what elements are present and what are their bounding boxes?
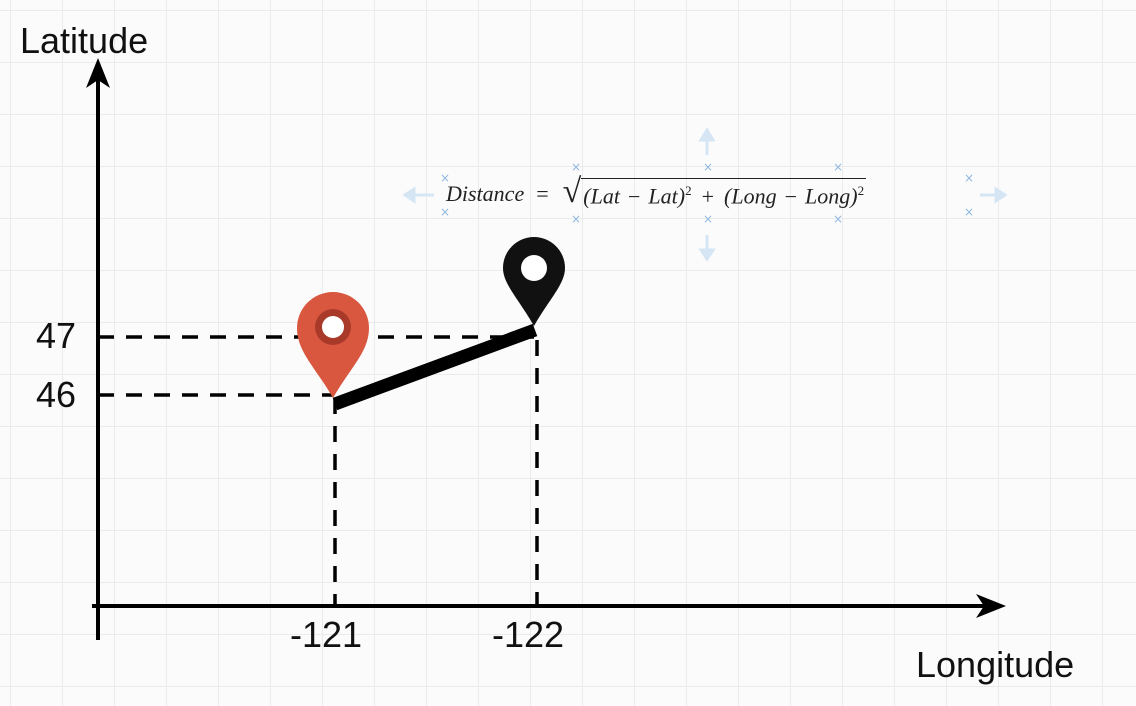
formula-plus: + bbox=[701, 183, 715, 209]
sqrt-icon: √ bbox=[562, 173, 582, 210]
formula-term: Long) bbox=[805, 183, 858, 209]
formula-minus: − bbox=[627, 183, 641, 209]
selection-handle[interactable]: × bbox=[964, 171, 975, 185]
formula-lhs: Distance bbox=[446, 181, 525, 206]
selection-handle[interactable]: × bbox=[440, 171, 451, 185]
formula-exponent: 2 bbox=[857, 183, 865, 199]
x-axis-title: Longitude bbox=[916, 644, 1075, 685]
selection-handle[interactable]: × bbox=[964, 205, 975, 219]
formula-exponent: 2 bbox=[685, 183, 692, 199]
formula-term: Lat) bbox=[648, 183, 686, 209]
formula-minus: − bbox=[784, 183, 797, 209]
y-tick-label: 47 bbox=[36, 315, 77, 356]
x-axis-arrowhead bbox=[976, 594, 1006, 618]
formula-equals: = bbox=[536, 181, 549, 206]
x-tick-label: -121 bbox=[290, 614, 363, 655]
selection-handle[interactable]: × bbox=[833, 160, 844, 174]
distance-formula[interactable]: Distance = √ (Lat − Lat)2 + (Long − Long)2 bbox=[446, 166, 867, 222]
black-marker-icon bbox=[503, 237, 565, 326]
red-marker-icon bbox=[297, 292, 369, 398]
selection-handle[interactable]: × bbox=[440, 205, 451, 219]
selection-handle[interactable]: × bbox=[703, 160, 714, 174]
selection-handle[interactable]: × bbox=[833, 212, 844, 226]
distance-line bbox=[332, 323, 538, 411]
selection-arrows bbox=[402, 127, 1008, 262]
formula-term: (Long bbox=[724, 183, 777, 209]
y-tick-label: 46 bbox=[36, 374, 77, 415]
selection-handle[interactable]: × bbox=[571, 212, 582, 226]
formula-term: (Lat bbox=[583, 183, 620, 209]
x-tick-label: -122 bbox=[492, 614, 565, 655]
selection-handle[interactable]: × bbox=[703, 212, 714, 226]
selection-handle[interactable]: × bbox=[571, 160, 582, 174]
y-axis-title: Latitude bbox=[20, 20, 149, 61]
y-axis-arrowhead bbox=[86, 58, 110, 88]
formula-radicand: (Lat − Lat)2 + (Long − Long)2 bbox=[581, 178, 867, 209]
